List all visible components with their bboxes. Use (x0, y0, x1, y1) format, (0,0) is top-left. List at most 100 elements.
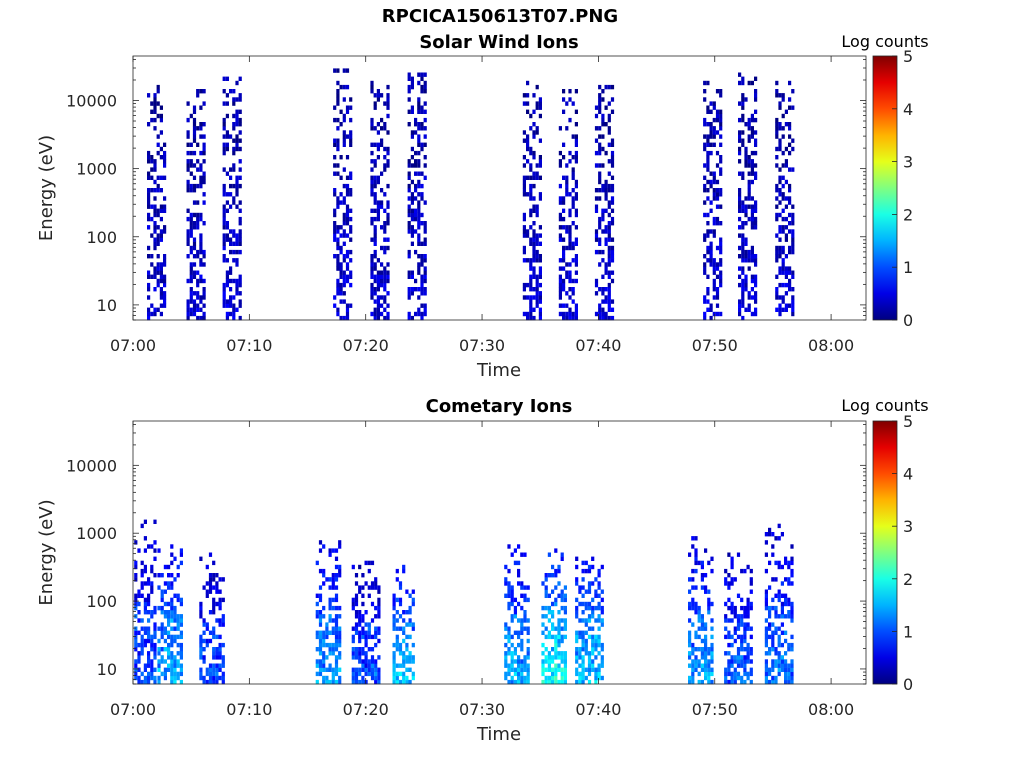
heatmap-cell (784, 266, 788, 271)
heatmap-cell (584, 651, 588, 656)
heatmap-cell (408, 651, 412, 656)
heatmap-cell (571, 291, 575, 296)
heatmap-cell (788, 249, 792, 255)
heatmap-cell (376, 295, 380, 300)
heatmap-cell (547, 679, 551, 685)
heatmap-cell (176, 671, 180, 677)
heatmap-cell (513, 548, 517, 553)
heatmap-cell (741, 299, 745, 304)
heatmap-cell (778, 142, 782, 147)
heatmap-cell (221, 614, 225, 619)
heatmap-cell (342, 134, 346, 139)
heatmap-cell (334, 614, 339, 619)
heatmap-cell (733, 610, 737, 615)
heatmap-cell (238, 167, 242, 172)
heatmap-cell (358, 679, 362, 685)
heatmap-cell (587, 626, 592, 631)
heatmap-cell (322, 605, 326, 611)
heatmap-cell (417, 216, 421, 222)
heatmap-cell (517, 642, 521, 648)
heatmap-cell (163, 291, 167, 296)
heatmap-cell (522, 138, 526, 143)
heatmap-cell (367, 593, 371, 598)
heatmap-cell (523, 663, 527, 668)
heatmap-cell (581, 667, 585, 672)
heatmap-cell (417, 192, 421, 197)
heatmap-cell (744, 278, 748, 284)
heatmap-cell (354, 655, 359, 660)
heatmap-cell (410, 76, 414, 81)
heatmap-cell (754, 109, 758, 114)
heatmap-cell (338, 614, 342, 619)
heatmap-cell (140, 593, 144, 598)
heatmap-cell (778, 225, 782, 230)
heatmap-cell (715, 291, 720, 296)
heatmap-cell (607, 200, 611, 205)
heatmap-cell (334, 556, 339, 561)
heatmap-cell (597, 626, 601, 631)
heatmap-cell (342, 117, 346, 123)
heatmap-cell (235, 307, 239, 312)
y-axis-label: Energy (eV) (36, 135, 57, 241)
heatmap-cell (380, 245, 384, 251)
heatmap-cell (787, 601, 791, 607)
heatmap-cell (504, 626, 508, 631)
heatmap-cell (513, 630, 517, 635)
heatmap-cell (712, 171, 716, 176)
heatmap-cell (535, 291, 539, 296)
heatmap-cell (176, 593, 180, 598)
heatmap-cell (150, 589, 154, 594)
heatmap-cell (361, 626, 365, 631)
heatmap-cell (727, 642, 731, 648)
heatmap-cell (215, 651, 219, 656)
heatmap-cell (706, 105, 710, 110)
heatmap-cell (156, 183, 160, 189)
heatmap-cell (507, 626, 511, 631)
heatmap-cell (221, 675, 225, 681)
heatmap-cell (225, 221, 229, 226)
heatmap-cell (562, 216, 566, 222)
heatmap-cell (747, 117, 751, 123)
heatmap-cell (345, 262, 350, 267)
heatmap-cell (202, 675, 206, 681)
heatmap-cell (322, 581, 326, 586)
heatmap-cell (364, 581, 368, 586)
heatmap-cell (315, 610, 319, 615)
heatmap-cell (571, 175, 575, 180)
heatmap-cell (706, 287, 710, 292)
heatmap-cell (788, 270, 792, 275)
heatmap-cell (423, 274, 427, 279)
heatmap-cell (208, 675, 213, 681)
heatmap-cell (744, 204, 748, 209)
heatmap-cell (520, 647, 524, 652)
heatmap-cell (339, 287, 343, 292)
heatmap-cell (358, 585, 362, 590)
heatmap-cell (170, 671, 174, 677)
heatmap-cell (568, 245, 572, 251)
heatmap-cell (334, 548, 339, 553)
heatmap-cell (784, 614, 788, 619)
heatmap-cell (746, 601, 750, 607)
heatmap-cell (318, 630, 323, 635)
heatmap-cell (222, 241, 226, 246)
heatmap-cell (538, 258, 542, 263)
heatmap-cell (513, 610, 517, 615)
heatmap-cell (395, 618, 399, 623)
heatmap-cell (170, 638, 174, 644)
heatmap-cell (225, 113, 229, 119)
heatmap-cell (235, 113, 239, 119)
heatmap-cell (562, 237, 566, 242)
heatmap-cell (777, 593, 781, 598)
heatmap-cell (377, 655, 381, 660)
heatmap-cell (176, 642, 180, 648)
heatmap-cell (587, 564, 592, 570)
heatmap-cell (522, 179, 526, 185)
heatmap-cell (232, 311, 236, 317)
heatmap-cell (358, 638, 362, 644)
heatmap-cell (160, 605, 164, 611)
heatmap-cell (179, 667, 183, 672)
heatmap-cell (176, 618, 180, 623)
heatmap-cell (578, 647, 582, 652)
heatmap-cell (407, 295, 411, 300)
heatmap-cell (377, 585, 381, 590)
